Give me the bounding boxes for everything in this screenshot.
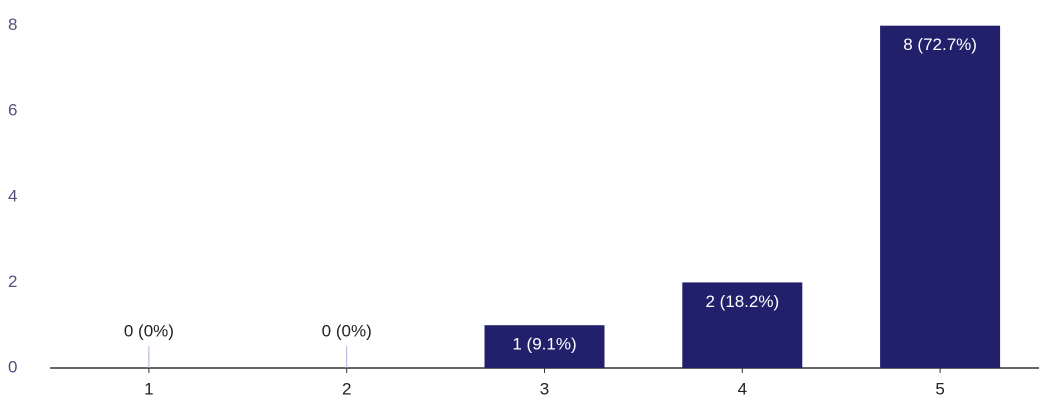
- y-tick-label: 4: [8, 186, 17, 205]
- y-tick-label: 6: [8, 101, 17, 120]
- x-tick-label: 4: [738, 379, 747, 398]
- x-tick-label: 3: [540, 379, 549, 398]
- x-tick-label: 2: [342, 379, 351, 398]
- y-tick-label: 8: [8, 15, 17, 34]
- value-label: 8 (72.7%): [903, 35, 977, 54]
- x-tick-label: 1: [144, 379, 153, 398]
- value-label: 1 (9.1%): [512, 335, 576, 354]
- bar: [484, 325, 605, 368]
- value-label: 0 (0%): [124, 321, 174, 340]
- x-tick-label: 5: [935, 379, 944, 398]
- bar: [880, 25, 1001, 369]
- y-tick-label: 2: [8, 272, 17, 291]
- y-tick-label: 0: [8, 357, 17, 376]
- value-label: 0 (0%): [322, 321, 372, 340]
- value-label: 2 (18.2%): [705, 292, 779, 311]
- bar: [682, 282, 803, 368]
